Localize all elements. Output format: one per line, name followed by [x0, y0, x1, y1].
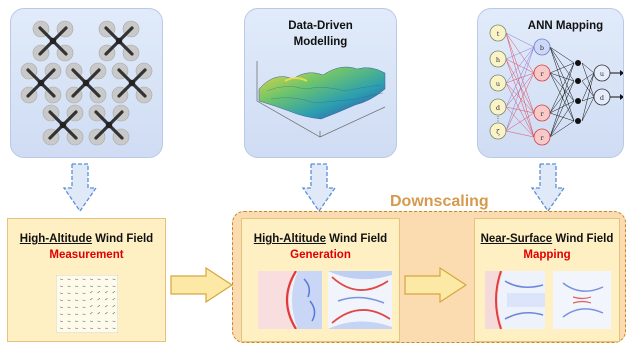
ann-input-node: h: [489, 50, 507, 68]
svg-text:t: t: [497, 30, 500, 38]
mapping-field-2: [553, 271, 611, 329]
svg-text:u: u: [496, 80, 500, 88]
arrow-down-3: [530, 163, 566, 213]
ann-hidden-node: b: [533, 38, 551, 56]
ann-input-node: u: [489, 74, 507, 92]
drone-icon: [65, 62, 107, 104]
ann-hidden-node: r: [533, 64, 551, 82]
data-driven-panel: Data-Driven Modelling: [244, 8, 397, 158]
svg-text:d: d: [496, 104, 500, 112]
drone-icon: [88, 104, 130, 146]
drone-icon: [98, 20, 140, 62]
measurement-subtitle: Measurement: [49, 249, 124, 261]
drone-icon: [32, 20, 74, 62]
drone-icon: [111, 62, 153, 104]
svg-text:⋮: ⋮: [495, 116, 502, 123]
surface-plot: [256, 61, 386, 138]
ann-middle-node: [575, 118, 581, 124]
svg-text:b: b: [540, 44, 544, 52]
arrow-down-1: [62, 163, 98, 213]
svg-text:h: h: [496, 56, 500, 64]
mapping-title-underlined: Near-Surface: [480, 233, 553, 245]
svg-text:u: u: [600, 70, 604, 78]
generation-subtitle: Generation: [290, 249, 351, 261]
ann-middle-node: [575, 60, 581, 66]
mapping-title: Near-Surface Wind Field: [475, 233, 619, 245]
ann-hidden-node: r: [533, 104, 551, 122]
drone-fleet-illustration: [20, 20, 153, 146]
svg-text:r: r: [540, 70, 544, 78]
measurement-title-rest: Wind Field: [91, 233, 154, 245]
mapping-box: Near-Surface Wind Field Mapping: [474, 218, 620, 342]
neural-network-diagram: t h u d ζ b r r r u d ⋮: [489, 24, 623, 146]
mapping-subtitle: Mapping: [523, 249, 571, 261]
arrow-right-2: [404, 266, 468, 304]
generation-field-2: [328, 271, 392, 329]
drone-icon: [42, 104, 84, 146]
mapping-field-1: [485, 271, 545, 329]
ann-title: ANN Mapping: [527, 20, 604, 32]
measurement-title-underlined: High-Altitude: [19, 233, 92, 245]
ann-input-node: d: [489, 98, 507, 116]
generation-title-rest: Wind Field: [325, 233, 388, 245]
ann-mapping-panel: ANN Mapping t h u d ζ b r r r u d ⋮: [477, 8, 624, 158]
arrow-down-2: [301, 163, 337, 213]
arrow-right-1: [170, 266, 234, 304]
generation-title-underlined: High-Altitude: [253, 233, 326, 245]
data-driven-title-2: Modelling: [293, 36, 348, 48]
measurement-vector-field: [56, 275, 118, 333]
measurement-box: High-Altitude Wind Field Measurement: [7, 218, 166, 342]
generation-box: High-Altitude Wind Field Generation: [241, 218, 400, 342]
svg-text:d: d: [600, 94, 604, 102]
svg-text:r: r: [540, 110, 544, 118]
svg-text:r: r: [540, 134, 544, 142]
ann-output-node: d: [593, 88, 611, 106]
ann-input-node: ζ: [489, 122, 507, 140]
measurement-title: High-Altitude Wind Field: [8, 233, 165, 245]
ann-input-node: t: [489, 24, 507, 42]
data-driven-title-1: Data-Driven: [288, 20, 353, 32]
ann-output-node: u: [593, 64, 611, 82]
generation-field-1: [258, 271, 322, 329]
ann-middle-node: [575, 98, 581, 104]
svg-text:ζ: ζ: [496, 128, 500, 136]
generation-title: High-Altitude Wind Field: [242, 233, 399, 245]
ann-middle-node: [575, 78, 581, 84]
ann-hidden-node: r: [533, 128, 551, 146]
drone-fleet-panel: [10, 8, 163, 158]
drone-icon: [20, 62, 62, 104]
downscaling-label: Downscaling: [390, 193, 489, 210]
mapping-title-rest: Wind Field: [552, 233, 614, 245]
